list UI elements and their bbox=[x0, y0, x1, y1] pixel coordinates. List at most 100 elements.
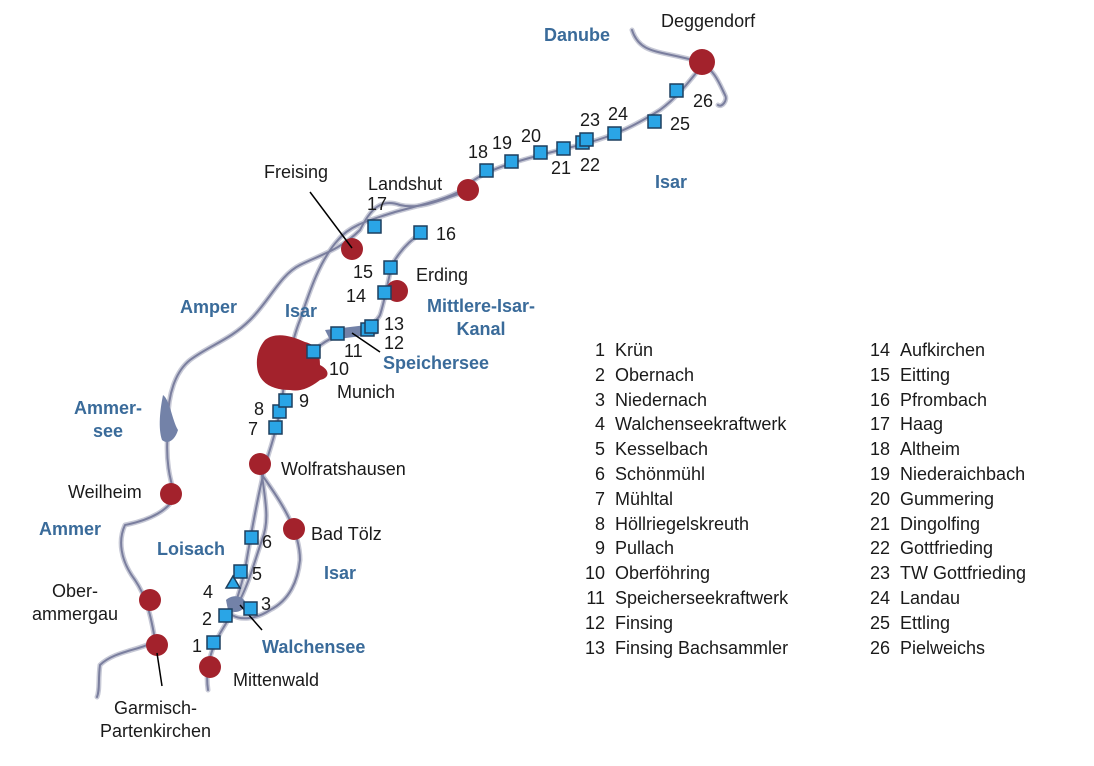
station-2 bbox=[218, 608, 233, 623]
legend-row: 6 Schönmühl bbox=[594, 463, 706, 484]
legend-row: 1 Krün bbox=[594, 340, 654, 360]
station-number-12: 12 bbox=[384, 333, 405, 353]
station-number-21: 21 bbox=[551, 158, 572, 178]
munich-city-area bbox=[256, 335, 328, 391]
station-number-4: 4 bbox=[203, 582, 214, 602]
legend-row: 14 Aufkirchen bbox=[869, 340, 986, 360]
legend-row: 24 Landau bbox=[869, 587, 961, 608]
legend-row: 12 Finsing bbox=[584, 612, 674, 633]
legend-row: 10 Oberföhring bbox=[584, 563, 711, 584]
station-number-2: 2 bbox=[202, 609, 213, 629]
station-number-10: 10 bbox=[329, 359, 350, 379]
station-number-3: 3 bbox=[261, 594, 272, 614]
city-label-garmisch: Garmisch- Partenkirchen bbox=[100, 698, 212, 741]
station-5 bbox=[233, 564, 248, 579]
station-17 bbox=[367, 219, 382, 234]
city-label-bad-toelz: Bad Tölz bbox=[311, 524, 382, 544]
station-14 bbox=[377, 285, 392, 300]
station-number-26: 26 bbox=[693, 91, 714, 111]
station-number-16: 16 bbox=[436, 224, 457, 244]
river-label-amper: Amper bbox=[180, 297, 238, 317]
city-label-erding: Erding bbox=[416, 265, 469, 285]
legend-row: 7 Mühltal bbox=[594, 488, 674, 509]
station-number-1: 1 bbox=[192, 636, 203, 656]
city-label-wolfratshausen: Wolfratshausen bbox=[281, 459, 406, 479]
station-number-24: 24 bbox=[608, 104, 629, 124]
river-label-danube: Danube bbox=[544, 25, 611, 45]
legend-row: 16 Pfrombach bbox=[869, 389, 988, 410]
station-19 bbox=[504, 154, 519, 169]
station-16 bbox=[413, 225, 428, 240]
ammersee-lake bbox=[159, 395, 178, 442]
legend-row: 3 Niedernach bbox=[594, 389, 708, 410]
city-marker-freising bbox=[341, 238, 363, 260]
city-label-landshut: Landshut bbox=[368, 174, 443, 194]
station-number-13: 13 bbox=[384, 314, 405, 334]
city-marker-mittenwald bbox=[199, 656, 221, 678]
canal-label-mittlere-isar: Mittlere-Isar- Kanal bbox=[427, 296, 536, 339]
lake-label-walchensee: Walchensee bbox=[262, 637, 366, 657]
city-marker-garmisch bbox=[146, 634, 168, 656]
walchensee-lake bbox=[226, 596, 246, 612]
station-18 bbox=[479, 163, 494, 178]
legend-row: 22 Gottfrieding bbox=[869, 538, 994, 559]
legend-row: 23 TW Gottfrieding bbox=[869, 563, 1027, 584]
station-9 bbox=[278, 393, 293, 408]
river-label-ammer: Ammer bbox=[39, 519, 102, 539]
station-number-25: 25 bbox=[670, 114, 691, 134]
station-number-19: 19 bbox=[492, 133, 513, 153]
river-label-isar-north: Isar bbox=[285, 301, 318, 321]
legend-row: 21 Dingolfing bbox=[869, 513, 981, 534]
station-21 bbox=[556, 141, 571, 156]
station-number-6: 6 bbox=[262, 532, 273, 552]
station-4 bbox=[224, 574, 242, 589]
speichersee-leader-line bbox=[351, 332, 381, 353]
city-label-freising: Freising bbox=[264, 162, 329, 182]
legend-column-2: 14 Aufkirchen 15 Eitting 16 Pfrombach 17 Haa… bbox=[860, 340, 1026, 662]
city-label-weilheim: Weilheim bbox=[68, 482, 142, 502]
freising-leader-line bbox=[309, 191, 353, 249]
city-marker-deggendorf bbox=[689, 49, 715, 75]
legend-row: 18 Altheim bbox=[869, 439, 961, 460]
city-marker-bad-toelz bbox=[283, 518, 305, 540]
legend-row: 15 Eitting bbox=[869, 364, 951, 385]
station-number-9: 9 bbox=[299, 391, 310, 411]
legend-row: 5 Kesselbach bbox=[594, 439, 709, 460]
legend-column-1: 1 Krün 2 Obernach 3 Niedernach 4 Walchenseek… bbox=[575, 340, 788, 662]
station-number-20: 20 bbox=[521, 126, 542, 146]
station-25 bbox=[647, 114, 662, 129]
station-number-15: 15 bbox=[353, 262, 374, 282]
station-15 bbox=[383, 260, 398, 275]
station-number-23: 23 bbox=[580, 110, 601, 130]
station-markers bbox=[206, 83, 684, 650]
station-number-11: 11 bbox=[344, 341, 363, 361]
station-10 bbox=[306, 344, 321, 359]
city-label-mittenwald: Mittenwald bbox=[233, 670, 320, 690]
city-label-oberammergau: Ober- ammergau bbox=[32, 581, 119, 624]
river-label-isar-east: Isar bbox=[655, 172, 688, 192]
station-1 bbox=[206, 635, 221, 650]
legend-row: 17 Haag bbox=[869, 414, 944, 435]
station-20 bbox=[533, 145, 548, 160]
lake-label-ammersee: Ammer- see bbox=[74, 398, 143, 441]
city-marker-oberammergau bbox=[139, 589, 161, 611]
station-13 bbox=[364, 319, 379, 334]
city-marker-landshut bbox=[457, 179, 479, 201]
station-7 bbox=[268, 420, 283, 435]
legend-row: 4 Walchenseekraftwerk bbox=[594, 414, 787, 435]
legend-row: 19 Niederaichbach bbox=[869, 463, 1026, 484]
station-6 bbox=[244, 530, 259, 545]
station-11 bbox=[330, 326, 345, 341]
city-marker-weilheim bbox=[160, 483, 182, 505]
legend-row: 13 Finsing Bachsammler bbox=[584, 637, 789, 658]
station-24 bbox=[607, 126, 622, 141]
river-label-isar-south: Isar bbox=[324, 563, 357, 583]
legend-row: 9 Pullach bbox=[594, 538, 675, 559]
city-marker-wolfratshausen bbox=[249, 453, 271, 475]
station-26 bbox=[669, 83, 684, 98]
legend-row: 26 Pielweichs bbox=[869, 637, 986, 658]
station-number-22: 22 bbox=[580, 155, 601, 175]
legend-row: 20 Gummering bbox=[869, 488, 995, 509]
